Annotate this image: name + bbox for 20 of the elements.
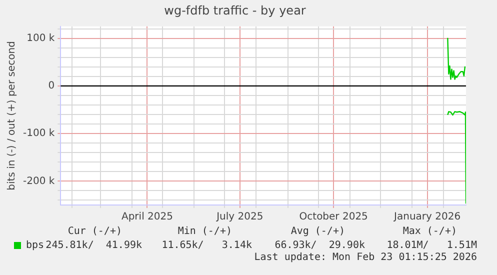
- text: Avg (-/+): [290, 226, 345, 238]
- x-tick-label: April 2025: [121, 212, 173, 223]
- text: Last update: Mon Feb 23 01:15:25 2026: [254, 252, 477, 264]
- text: Cur (-/+): [68, 226, 122, 238]
- text: 66.93k/ 29.90k: [274, 240, 365, 252]
- text: 18.01M/ 1.51M: [386, 240, 477, 252]
- y-tick-label: -200 k: [22, 176, 55, 187]
- y-tick-label: 100 k: [26, 32, 55, 44]
- y-tick-label: 0: [48, 80, 55, 92]
- legend-label: bps: [26, 240, 44, 252]
- text: Max (-/+): [402, 226, 457, 238]
- x-tick-label: January 2026: [393, 212, 461, 223]
- text: 245.81k/ 41.99k: [46, 240, 142, 252]
- y-axis-title: bits in (-) / out (+) per second: [6, 41, 18, 190]
- text: Min (-/+): [178, 226, 232, 238]
- chart-title: wg-fdfb traffic - by year: [164, 3, 306, 18]
- y-tick-label: -100 k: [22, 128, 55, 140]
- x-tick-label: July 2025: [216, 212, 264, 223]
- x-tick-label: October 2025: [299, 212, 368, 223]
- text: 11.65k/ 3.14k: [162, 240, 252, 252]
